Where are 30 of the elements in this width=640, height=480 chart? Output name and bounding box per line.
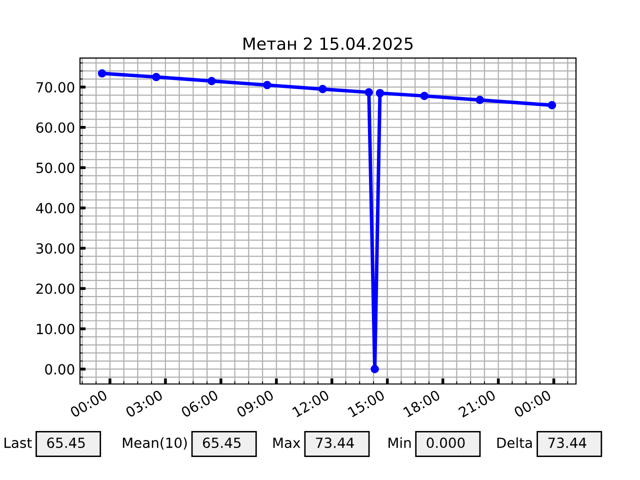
point: [152, 72, 160, 82]
text: 0.000: [426, 438, 465, 448]
point: [98, 69, 106, 78]
text: Delta: [497, 437, 532, 448]
y-tick-label: 0.00: [45, 364, 74, 375]
y-tick-label: 20.00: [36, 283, 74, 294]
y-tick-label: 40.00: [36, 202, 74, 214]
y-tick-label: 10.00: [36, 324, 74, 334]
point: [364, 88, 374, 96]
point: [420, 92, 429, 100]
point: [370, 364, 379, 374]
point: [548, 101, 556, 110]
text: Min: [388, 437, 411, 448]
text: 73.44: [548, 438, 586, 448]
chart-title: Метан 2 15.04.2025: [244, 37, 413, 50]
text: 65.45: [47, 438, 85, 448]
text: Last: [4, 438, 32, 448]
y-tick-label: 70.00: [36, 82, 74, 93]
point: [208, 76, 216, 86]
point: [318, 84, 327, 94]
y-tick-label: 60.00: [36, 122, 74, 133]
point: [376, 88, 384, 98]
text: 65.45: [202, 438, 241, 448]
text: Mean(10): [122, 437, 187, 450]
point: [262, 80, 272, 90]
point: [476, 96, 484, 104]
y-tick-label: 30.00: [36, 243, 74, 254]
text: 73.44: [316, 438, 354, 448]
y-tick-label: 50.00: [36, 162, 74, 174]
text: Max: [273, 438, 300, 448]
